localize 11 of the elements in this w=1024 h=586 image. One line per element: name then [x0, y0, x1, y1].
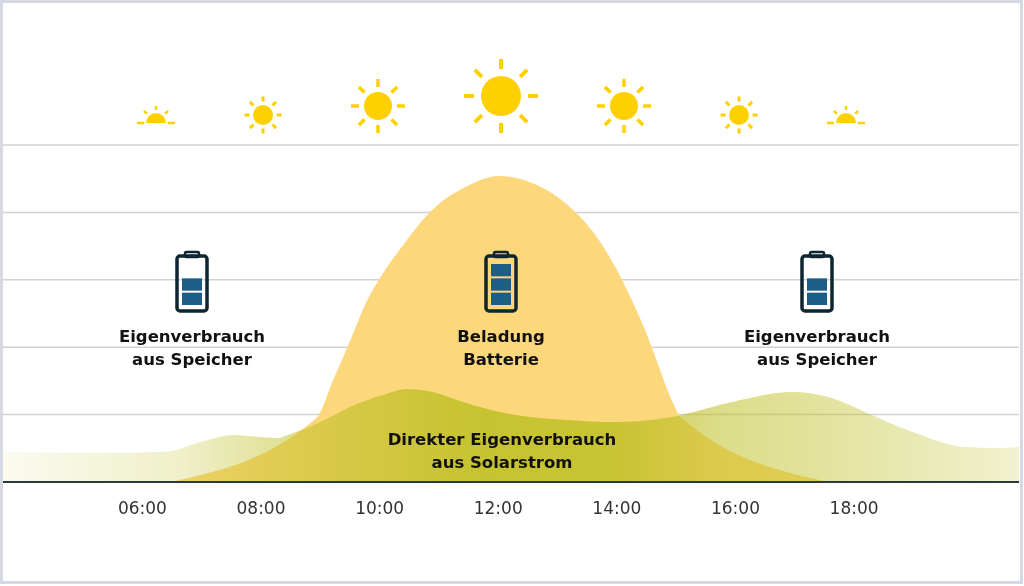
- x-tick-label: 12:00: [473, 498, 523, 518]
- annotation: Eigenverbrauch aus Speicher: [743, 327, 891, 370]
- x-tick-label: 18:00: [829, 498, 879, 518]
- x-tick-label: 10:00: [355, 498, 405, 518]
- annotation: Direkter Eigenverbrauch aus Solarstrom: [387, 430, 617, 473]
- x-tick-label: 16:00: [710, 498, 760, 518]
- annotation: Beladung Batterie: [457, 327, 545, 370]
- x-tick-label: 14:00: [592, 498, 642, 518]
- annotation: Eigenverbrauch aus Speicher: [118, 327, 266, 370]
- x-tick-label: 08:00: [236, 498, 286, 518]
- x-tick-label: 06:00: [117, 498, 167, 518]
